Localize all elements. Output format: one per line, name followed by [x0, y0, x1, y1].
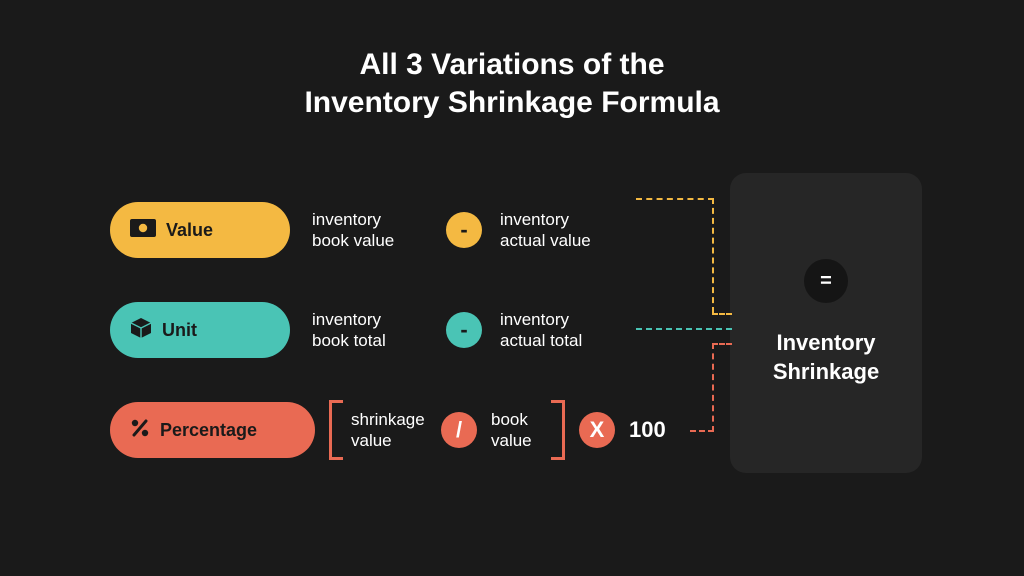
row-percentage: Percentage shrinkage value / book value …: [110, 380, 666, 480]
percentage-times-op: X: [579, 412, 615, 448]
connector-coral-h2: [712, 343, 732, 345]
value-term-1: inventory book value: [312, 209, 432, 252]
value-term-2: inventory actual value: [500, 209, 620, 252]
connector-coral-v: [712, 343, 714, 432]
connector-yellow-h: [636, 198, 714, 200]
title-line-2: Inventory Shrinkage Formula: [304, 86, 719, 119]
percentage-hundred: 100: [629, 417, 666, 443]
row-value: Value inventory book value - inventory a…: [110, 180, 666, 280]
title-line-1: All 3 Variations of the: [359, 48, 664, 81]
equals-badge: =: [804, 259, 848, 303]
value-minus-op: -: [446, 212, 482, 248]
pill-value-label: Value: [166, 220, 213, 241]
connector-coral-h: [690, 430, 714, 432]
percentage-divide-op: /: [441, 412, 477, 448]
pill-percentage: Percentage: [110, 402, 315, 458]
pill-unit: Unit: [110, 302, 290, 358]
box-icon: [130, 317, 152, 344]
money-icon: [130, 219, 156, 242]
unit-term-1: inventory book total: [312, 309, 432, 352]
infographic-title: All 3 Variations of the Inventory Shrink…: [202, 46, 822, 121]
result-box: = Inventory Shrinkage: [730, 173, 922, 473]
unit-term-2: inventory actual total: [500, 309, 620, 352]
row-unit: Unit inventory book total - inventory ac…: [110, 280, 666, 380]
unit-minus-op: -: [446, 312, 482, 348]
connector-yellow-h2: [712, 313, 732, 315]
bracket-left: [329, 400, 343, 460]
bracket-right: [551, 400, 565, 460]
formula-rows: Value inventory book value - inventory a…: [110, 180, 666, 480]
pill-unit-label: Unit: [162, 320, 197, 341]
pill-percentage-label: Percentage: [160, 420, 257, 441]
connector-yellow-v: [712, 198, 714, 313]
result-label: Inventory Shrinkage: [773, 329, 879, 386]
percent-icon: [130, 418, 150, 443]
percentage-term-1: shrinkage value: [351, 409, 441, 452]
connector-teal-h: [636, 328, 732, 330]
pill-value: Value: [110, 202, 290, 258]
percentage-term-2: book value: [491, 409, 551, 452]
